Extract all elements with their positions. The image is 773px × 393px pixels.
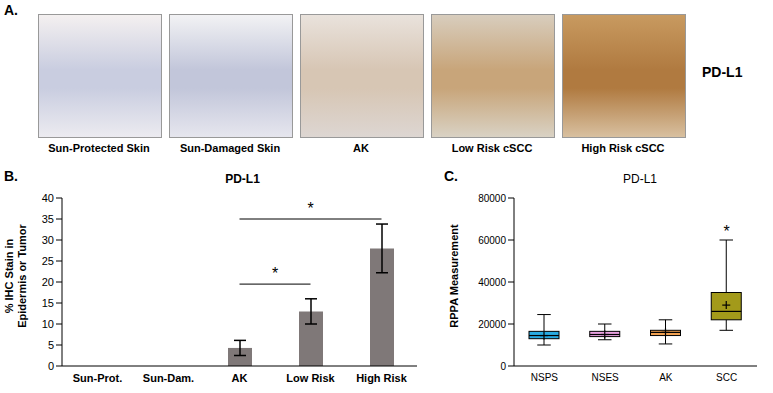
svg-text:SCC: SCC	[716, 372, 737, 383]
html-text:PD-L1: PD-L1	[702, 64, 743, 80]
html-text:High Risk cSCC: High Risk cSCC	[581, 142, 665, 154]
svg-text:5: 5	[48, 339, 54, 351]
svg-text:% IHC Stain inEpidermis or Tum: % IHC Stain inEpidermis or Tumor	[3, 223, 28, 327]
html-text:A.: A.	[4, 2, 18, 18]
svg-text:30: 30	[42, 234, 54, 246]
html-text:Sun-Protected Skin: Sun-Protected Skin	[48, 142, 150, 154]
html-text:PD-L1: PD-L1	[225, 172, 260, 186]
svg-text:20: 20	[42, 276, 54, 288]
svg-text:High Risk: High Risk	[356, 372, 408, 384]
html-text:C.: C.	[444, 168, 458, 184]
html-text:B.: B.	[4, 168, 18, 184]
svg-text:Sun-Prot.: Sun-Prot.	[73, 372, 123, 384]
svg-text:40000: 40000	[478, 277, 506, 288]
svg-text:NSES: NSES	[592, 372, 620, 383]
svg-text:*: *	[272, 265, 278, 282]
svg-text:NSPS: NSPS	[531, 372, 559, 383]
svg-text:15: 15	[42, 297, 54, 309]
svg-text:Low Risk: Low Risk	[286, 372, 335, 384]
svg-text:80000: 80000	[478, 193, 506, 204]
svg-text:*: *	[724, 223, 730, 240]
html-text:AK: AK	[353, 142, 369, 154]
svg-text:Sun-Dam.: Sun-Dam.	[143, 372, 194, 384]
svg-text:35: 35	[42, 213, 54, 225]
svg-text:AK: AK	[232, 372, 248, 384]
svg-text:10: 10	[42, 318, 54, 330]
svg-text:25: 25	[42, 255, 54, 267]
svg-text:20000: 20000	[478, 319, 506, 330]
svg-text:60000: 60000	[478, 235, 506, 246]
svg-text:RPPA Measurement: RPPA Measurement	[448, 224, 460, 328]
html-text:Low Risk cSCC: Low Risk cSCC	[451, 142, 533, 154]
html-text:Sun-Damaged Skin: Sun-Damaged Skin	[179, 142, 281, 154]
html-text:PD-L1: PD-L1	[623, 172, 657, 186]
svg-text:0: 0	[500, 361, 506, 372]
svg-text:40: 40	[42, 192, 54, 204]
svg-text:0: 0	[48, 360, 54, 372]
svg-text:AK: AK	[659, 372, 673, 383]
svg-text:*: *	[307, 200, 313, 217]
